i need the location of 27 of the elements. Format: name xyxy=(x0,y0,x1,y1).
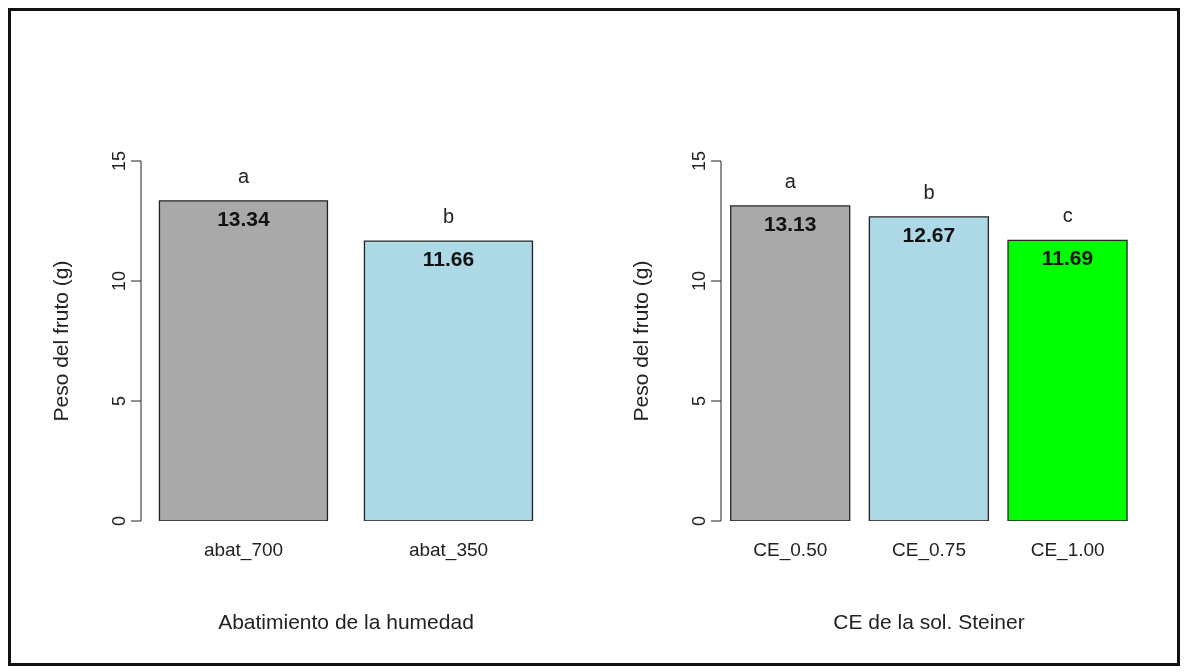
x-axis-title: Abatimiento de la humedad xyxy=(218,610,474,633)
annotation: b xyxy=(923,180,935,203)
y-tick-label: 5 xyxy=(109,395,129,407)
y-axis-title: Peso del fruto (g) xyxy=(49,260,73,422)
x-tick-label: CE_0.50 xyxy=(753,539,828,562)
y-tick-label: 15 xyxy=(109,150,129,172)
annotation: a xyxy=(237,164,250,187)
annotation: b xyxy=(442,205,455,228)
y-tick-label: 0 xyxy=(689,515,709,527)
y-tick-label: 5 xyxy=(689,395,709,407)
x-tick-label: CE_1.00 xyxy=(1030,539,1105,562)
data-label: 11.66 xyxy=(422,247,475,271)
y-axis-title: Peso del fruto (g) xyxy=(629,260,653,422)
x-tick-label: abat_350 xyxy=(408,539,489,562)
y-tick-label: 10 xyxy=(109,270,129,292)
x-tick-label: CE_0.75 xyxy=(892,539,966,562)
y-tick-label: 0 xyxy=(109,515,129,527)
y-tick-label: 15 xyxy=(689,150,709,172)
data-label: 11.69 xyxy=(1041,246,1094,270)
x-axis-title: CE de la sol. Steiner xyxy=(833,610,1025,633)
data-label: 12.67 xyxy=(902,222,956,246)
data-label: 13.34 xyxy=(217,206,271,230)
data-label: 13.13 xyxy=(763,211,817,235)
x-tick-label: abat_700 xyxy=(203,539,284,562)
annotation: a xyxy=(784,169,797,192)
y-tick-label: 10 xyxy=(689,270,709,292)
annotation: c xyxy=(1062,204,1073,227)
